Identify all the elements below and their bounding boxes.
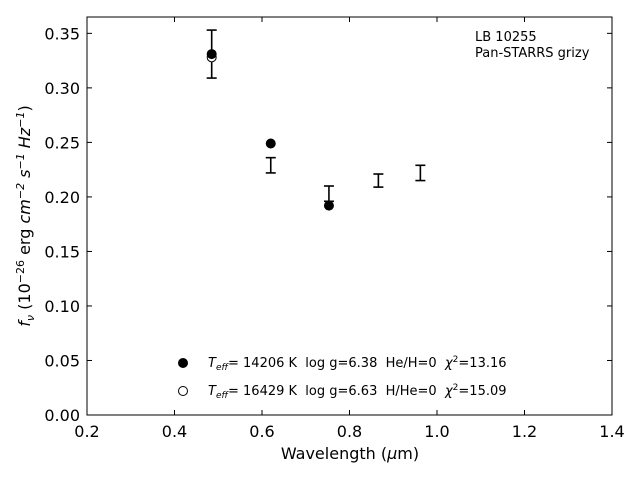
observed-point — [265, 156, 276, 174]
legend-marker-filled — [178, 358, 188, 368]
legend: Teff= 14206 K log g=6.38 He/H=0 χ2=13.16… — [178, 355, 507, 401]
model-points — [206, 49, 334, 211]
legend-label-2: Teff= 16429 K log g=6.63 H/He=0 χ2=15.09 — [208, 383, 507, 401]
model-point-filled — [323, 200, 334, 211]
x-tick-label: 0.6 — [249, 422, 274, 441]
legend-marker-open — [178, 386, 188, 396]
x-tick-label: 0.8 — [337, 422, 362, 441]
x-tick-label: 1.0 — [424, 422, 449, 441]
model-point-filled — [206, 49, 217, 60]
x-axis-label: Wavelength (μm) — [281, 444, 419, 463]
annotation-survey: Pan-STARRS grizy — [475, 46, 590, 61]
legend-label-1: Teff= 14206 K log g=6.38 He/H=0 χ2=13.16 — [208, 355, 507, 373]
y-tick-label: 0.25 — [44, 133, 80, 152]
model-point-filled — [265, 138, 276, 149]
observed-point — [415, 164, 426, 182]
y-tick-label: 0.00 — [44, 406, 80, 425]
x-tick-label: 0.2 — [74, 422, 99, 441]
y-axis-label: fν (10−26 erg cm−2 s−1 Hz−1) — [14, 105, 37, 326]
x-axis: 0.2 0.4 0.6 0.8 1.0 1.2 1.4 — [74, 17, 625, 441]
annotation-object-name: LB 10255 — [475, 30, 537, 45]
y-axis: 0.00 0.05 0.10 0.15 0.20 0.25 0.30 0.35 — [44, 24, 612, 425]
observed-point — [373, 173, 384, 188]
y-tick-label: 0.20 — [44, 188, 80, 207]
y-tick-label: 0.05 — [44, 351, 80, 370]
x-tick-label: 0.4 — [162, 422, 187, 441]
x-tick-label: 1.4 — [599, 422, 624, 441]
y-tick-label: 0.10 — [44, 297, 80, 316]
y-tick-label: 0.30 — [44, 79, 80, 98]
x-tick-label: 1.2 — [512, 422, 537, 441]
y-tick-label: 0.35 — [44, 24, 80, 43]
y-tick-label: 0.15 — [44, 242, 80, 261]
